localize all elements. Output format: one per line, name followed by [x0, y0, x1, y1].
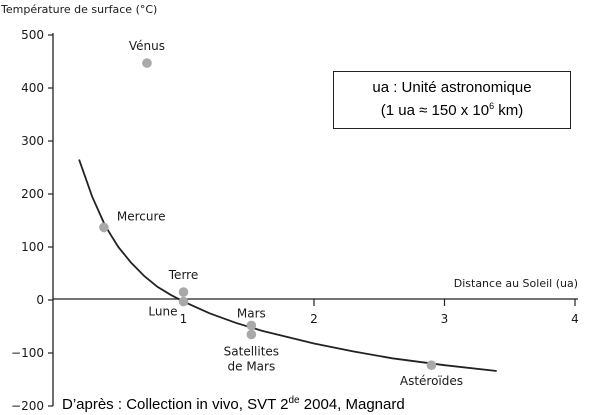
y-tick-label: 500: [21, 28, 44, 42]
data-point: [142, 58, 152, 68]
data-point: [99, 222, 109, 233]
source-sup: de: [288, 395, 300, 406]
info-exponent: 6: [489, 101, 495, 111]
point-label: Mercure: [117, 209, 166, 223]
unit-info-box: ua : Unité astronomique (1 ua ≈ 150 x 10…: [333, 71, 571, 129]
x-tick-label: 3: [441, 312, 449, 326]
x-tick-label: 1: [180, 312, 188, 326]
x-tick-label: 4: [571, 312, 579, 326]
data-points: Vénus Mercure Terre Lune Mars Satellites de Ma…: [99, 39, 463, 388]
data-point: [246, 320, 257, 331]
x-axis-title: Distance au Soleil (ua): [454, 277, 578, 290]
data-point: [426, 360, 437, 370]
y-tick-label: 0: [36, 293, 44, 307]
y-tick-label: 100: [21, 240, 44, 254]
point-label: Vénus: [129, 39, 165, 53]
y-tick-label: 200: [21, 187, 44, 201]
point-label: Astéroïdes: [400, 374, 463, 388]
info-line-2-pre: (1 ua ≈ 150 x 10: [380, 102, 490, 119]
source-caption: D’après : Collection in vivo, SVT 2de 20…: [62, 395, 405, 413]
y-tick-label: −200: [11, 399, 44, 413]
y-tick-label: 300: [21, 134, 44, 148]
y-tick-label: −100: [11, 346, 44, 360]
x-tick-label: 2: [310, 312, 318, 326]
data-point: [178, 287, 189, 297]
info-line-2: (1 ua ≈ 150 x 106 km): [334, 101, 570, 119]
info-line-1: ua : Unité astronomique: [372, 79, 532, 96]
point-label: Terre: [168, 268, 198, 282]
y-axis-title: Température de surface (°C): [0, 3, 157, 16]
y-axis-ticks: 500 400 300 200 100 0 −100 −200: [11, 28, 53, 413]
point-label: Mars: [237, 306, 266, 320]
source-post: 2004, Magnard: [299, 396, 405, 413]
point-label: Satellites de Mars: [224, 344, 279, 373]
trend-curve: [78, 159, 497, 372]
y-tick-label: 400: [21, 81, 44, 95]
point-label: Lune: [148, 305, 177, 319]
info-line-2-post: km): [494, 102, 524, 119]
data-point: [178, 296, 189, 307]
source-pre: D’après : Collection in vivo, SVT 2: [62, 396, 289, 413]
data-point: [246, 329, 257, 340]
